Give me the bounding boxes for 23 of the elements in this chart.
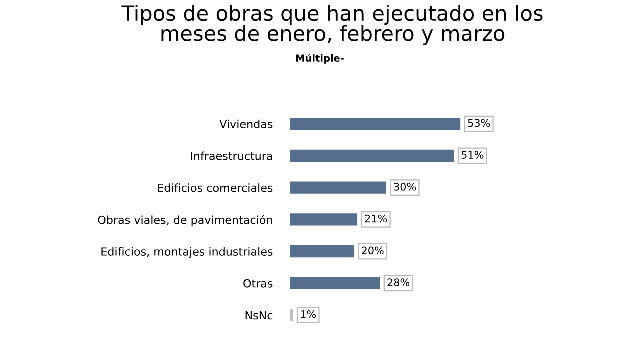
bar [290, 214, 358, 226]
bar [290, 277, 380, 290]
bar [290, 150, 454, 162]
data-label: 51% [462, 151, 484, 159]
data-label: 20% [362, 246, 384, 255]
chart-title: Tipos de obras que han ejecutado en los meses de enero, febrero y marzo [122, 5, 543, 46]
y-tick-label: NsNc [246, 311, 273, 320]
y-tick-label: Edificios, montajes industriales [102, 247, 273, 258]
bar [290, 246, 354, 258]
y-tick-label: Infraestructura [191, 152, 272, 160]
y-tick-label: Otras [244, 279, 273, 288]
bar [290, 118, 461, 130]
y-tick-label: Edificios comerciales [158, 184, 273, 192]
data-label: 1% [301, 310, 316, 318]
data-label: 28% [388, 278, 410, 286]
data-label: 53% [468, 119, 490, 128]
bar [290, 309, 294, 322]
chart-subtitle: Múltiple- [296, 54, 344, 64]
data-label: 30% [394, 182, 416, 191]
bar [290, 182, 387, 194]
data-label: 21% [365, 214, 388, 223]
y-tick-label: Obras viales, de pavimentación [98, 215, 272, 226]
y-tick-label: Viviendas [220, 120, 273, 128]
